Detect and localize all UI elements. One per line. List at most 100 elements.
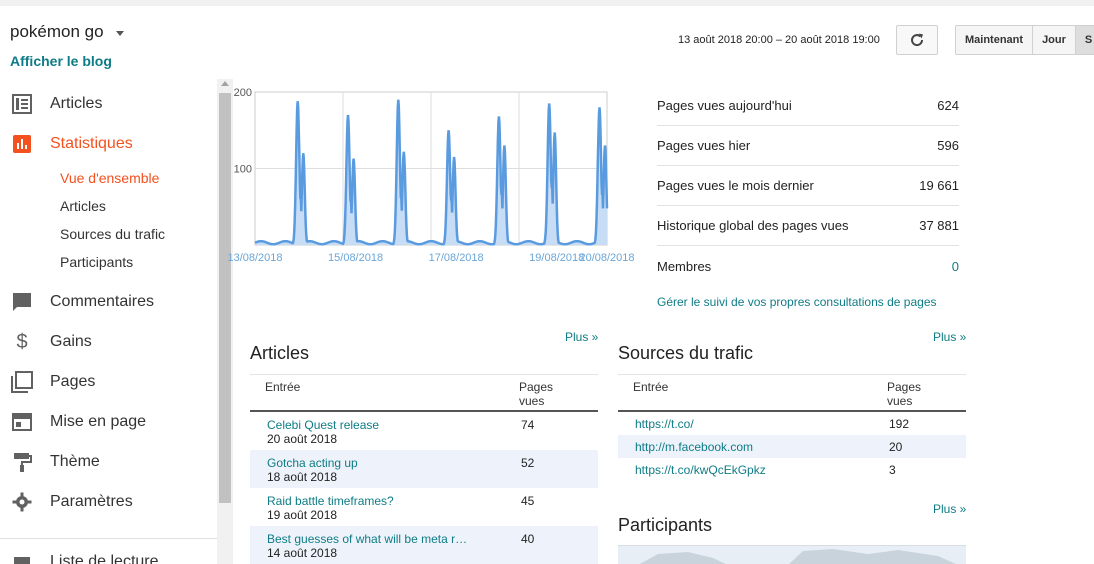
traffic-more-link[interactable]: Plus » [933, 330, 967, 344]
sidebar-item-reading-list[interactable]: Liste de lecture [0, 553, 217, 564]
date-range: 13 août 2018 20:00 – 20 août 2018 19:00 [678, 34, 880, 46]
y-tick-label: 100 [234, 164, 252, 176]
article-link[interactable]: Gotcha acting up [267, 456, 358, 470]
table-row: Best guesses of what will be meta r… 14 a… [250, 526, 598, 564]
layout-icon [10, 410, 34, 434]
articles-title: Articles [250, 343, 310, 363]
stat-label: Pages vues hier [657, 138, 751, 153]
source-views: 192 [889, 417, 910, 431]
scroll-up-arrow-icon[interactable] [221, 81, 229, 86]
column-entry: Entrée [633, 380, 669, 394]
article-link[interactable]: Best guesses of what will be meta r… [267, 532, 468, 546]
stat-label: Pages vues le mois dernier [657, 178, 814, 193]
article-date: 18 août 2018 [267, 470, 338, 484]
range-day-button[interactable]: Jour [1033, 26, 1076, 54]
source-link[interactable]: https://t.co/ [635, 417, 694, 431]
range-week-button[interactable]: S [1075, 26, 1094, 54]
column-entry: Entrée [265, 380, 301, 394]
column-pageviews-line2: vues [519, 394, 545, 408]
x-tick-label: 13/08/2018 [227, 252, 282, 264]
pageviews-chart: 200 100 13/08/2018 15/08/2018 17/08/2018 19/0… [227, 87, 634, 264]
traffic-table: Entrée Pages vues https://t.co/192 http:/… [618, 374, 966, 481]
table-row: Raid battle timeframes? 19 août 2018 45 [250, 488, 598, 526]
sidebar-item-label: Pages [50, 373, 96, 390]
article-link[interactable]: Celebi Quest release [267, 418, 380, 432]
stat-row: Pages vues hier 596 [657, 126, 959, 166]
table-row: Gotcha acting up 18 août 2018 52 [250, 450, 598, 488]
sidebar-item-label: Paramètres [50, 493, 133, 510]
scroll-thumb[interactable] [219, 93, 231, 503]
sidebar-item-label: Articles [50, 95, 103, 112]
table-header: Entrée Pages vues [618, 374, 966, 412]
dollar-icon: $ [16, 330, 28, 353]
article-views: 40 [521, 532, 535, 546]
source-link[interactable]: https://t.co/kwQcEkGpkz [635, 463, 766, 477]
sidebar: pokémon go Afficher le blog Articles Sta… [0, 6, 217, 564]
sidebar-scrollbar[interactable] [217, 79, 233, 564]
top-border [0, 0, 1094, 6]
sub-item-overview[interactable]: Vue d'ensemble [60, 170, 160, 186]
sidebar-item-articles[interactable]: Articles [0, 84, 217, 124]
paint-roller-icon [10, 450, 34, 474]
article-views: 52 [521, 456, 535, 470]
column-pageviews-line2: vues [887, 394, 913, 408]
sidebar-item-label: Thème [50, 453, 100, 470]
table-row: https://t.co/192 [618, 412, 966, 435]
stat-label: Historique global des pages vues [657, 218, 849, 233]
stat-row: Membres 0 [657, 246, 959, 286]
view-blog-link[interactable]: Afficher le blog [10, 53, 112, 69]
table-row: http://m.facebook.com 20 [618, 435, 966, 458]
table-row: https://t.co/kwQcEkGpkz 3 [618, 458, 966, 481]
sub-item-participants[interactable]: Participants [60, 254, 134, 270]
articles-icon [10, 92, 34, 116]
sidebar-nav: Articles Statistiques Vue d'ensemble Art… [0, 84, 217, 564]
sidebar-item-label: Gains [50, 333, 92, 350]
sub-item-articles[interactable]: Articles [60, 198, 106, 214]
articles-more-link[interactable]: Plus » [565, 330, 599, 344]
sidebar-item-gains[interactable]: $ Gains [0, 322, 217, 362]
range-now-button[interactable]: Maintenant [956, 26, 1034, 54]
article-link[interactable]: Raid battle timeframes? [267, 494, 394, 508]
source-views: 3 [889, 463, 896, 477]
blog-selector[interactable]: pokémon go [10, 22, 124, 42]
x-tick-label: 19/08/2018 [529, 252, 584, 264]
article-date: 20 août 2018 [267, 432, 338, 446]
participants-title: Participants [618, 515, 713, 535]
refresh-icon [911, 33, 924, 47]
world-map-graphic [639, 549, 956, 564]
sidebar-item-commentaires[interactable]: Commentaires [0, 282, 217, 322]
participants-map[interactable] [618, 545, 966, 564]
caret-down-icon [115, 30, 124, 36]
refresh-button[interactable] [896, 25, 938, 55]
reading-list-icon [10, 553, 34, 564]
stat-label: Membres [657, 258, 712, 274]
source-link[interactable]: http://m.facebook.com [635, 440, 754, 454]
sidebar-item-statistiques[interactable]: Statistiques [0, 124, 217, 164]
comment-icon [10, 290, 34, 314]
traffic-title: Sources du trafic [618, 343, 754, 363]
sidebar-item-parametres[interactable]: Paramètres [0, 482, 217, 522]
sub-item-traffic-sources[interactable]: Sources du trafic [60, 226, 166, 242]
series-line [254, 99, 609, 246]
sidebar-item-theme[interactable]: Thème [0, 442, 217, 482]
x-tick-label: 20/08/2018 [579, 252, 634, 264]
stat-row: Pages vues aujourd'hui 624 [657, 86, 959, 126]
sidebar-item-label: Statistiques [50, 135, 133, 152]
gear-icon [10, 490, 34, 514]
articles-table: Entrée Pages vues Celebi Quest release 20 … [250, 374, 598, 564]
stat-value: 37 881 [919, 218, 959, 233]
column-pageviews-line1: Pages [887, 380, 922, 394]
stat-row: Pages vues le mois dernier 19 661 [657, 166, 959, 206]
source-views: 20 [889, 440, 903, 454]
stat-label: Pages vues aujourd'hui [657, 98, 792, 113]
table-row: Celebi Quest release 20 août 2018 74 [250, 412, 598, 450]
range-button-group: Maintenant Jour S [955, 25, 1094, 55]
sidebar-item-pages[interactable]: Pages [0, 362, 217, 402]
manage-tracking-link[interactable]: Gérer le suivi de vos propres consultati… [657, 295, 937, 309]
participants-more-link[interactable]: Plus » [933, 502, 967, 516]
column-pageviews-line1: Pages [519, 380, 554, 394]
stat-value: 624 [937, 98, 959, 113]
sidebar-item-mise-en-page[interactable]: Mise en page [0, 402, 217, 442]
members-count-link[interactable]: 0 [951, 258, 959, 274]
stat-value: 19 661 [919, 178, 959, 193]
